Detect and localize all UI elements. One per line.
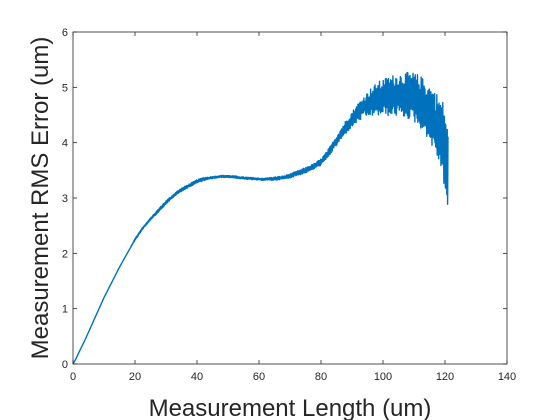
y-axis-ticks: 0 1 2 3 4 5 6 [62,27,507,371]
x-tick-label: 80 [315,371,327,383]
y-tick-label: 6 [62,27,68,39]
y-axis-label: Measurement RMS Error (um) [27,37,54,360]
y-tick-label: 4 [62,138,68,150]
x-axis-ticks: 0 20 40 60 80 100 120 140 [70,32,516,383]
x-tick-label: 100 [374,371,392,383]
x-tick-label: 20 [129,371,141,383]
x-tick-label: 140 [498,371,516,383]
x-tick-label: 60 [253,371,265,383]
y-tick-label: 0 [62,359,68,371]
data-layer [72,71,449,365]
plot-area [73,32,507,364]
x-tick-label: 0 [70,371,76,383]
y-tick-label: 3 [62,193,68,205]
y-tick-label: 2 [62,248,68,260]
x-tick-label: 120 [436,371,454,383]
x-tick-label: 40 [191,371,203,383]
series-line [72,71,449,365]
x-axis-label: Measurement Length (um) [149,395,432,420]
y-tick-label: 5 [62,82,68,94]
y-tick-label: 1 [62,304,68,316]
